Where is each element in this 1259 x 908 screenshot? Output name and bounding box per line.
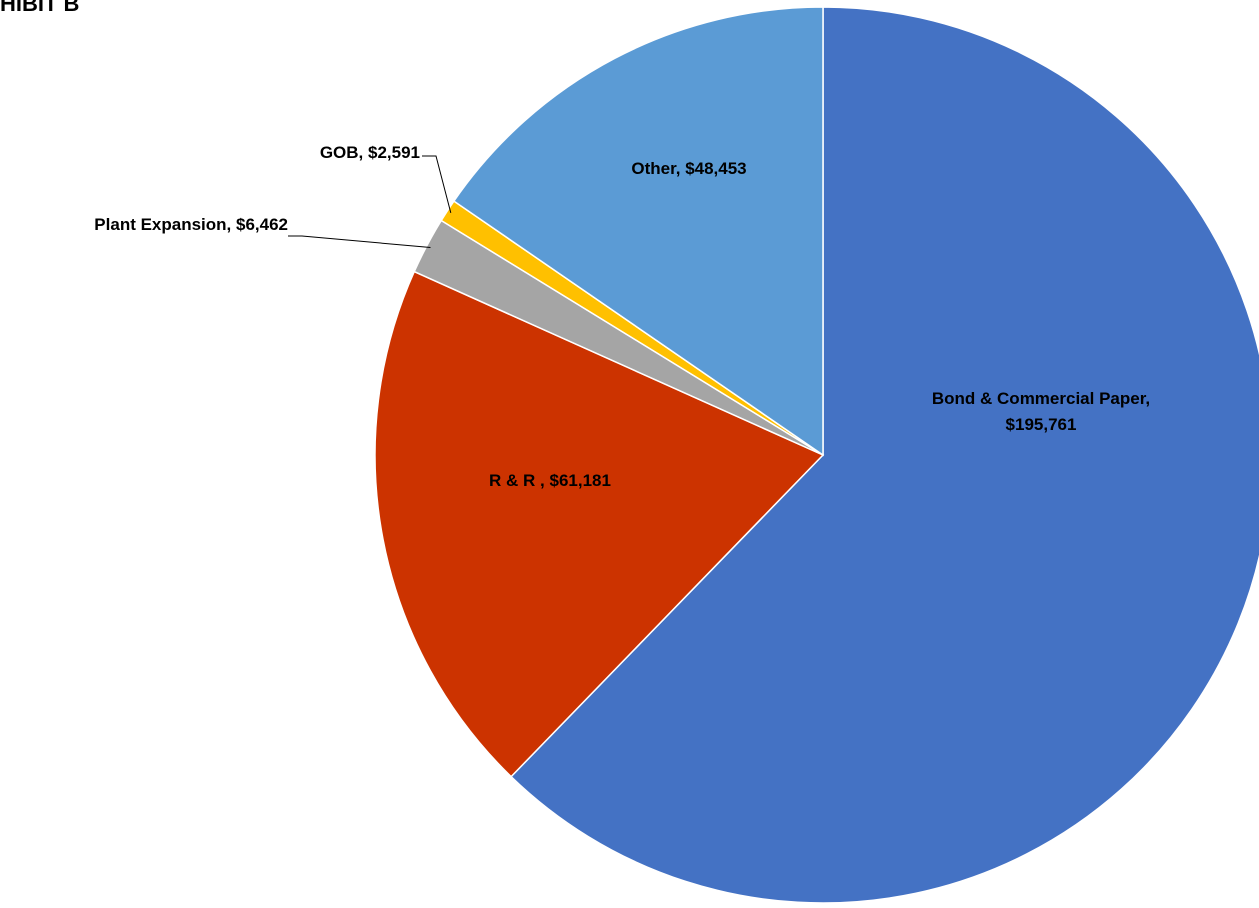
leader-line-plant-expansion (288, 235, 431, 248)
pie-slice-r-and-r (374, 270, 825, 778)
exhibit-heading: HIBIT B (0, 0, 80, 16)
pie-slice-bond-and-commercial-paper (510, 6, 1259, 904)
leader-line-gob (422, 155, 452, 214)
slice-label-bond-and-commercial-paper: Bond & Commercial Paper, $195,761 (932, 389, 1150, 434)
slice-label-line: R & R , $61,181 (489, 471, 611, 490)
slice-label-plant-expansion: Plant Expansion, $6,462 (94, 215, 288, 234)
pie-slice-other (452, 6, 824, 457)
slice-label-r-and-r: R & R , $61,181 (489, 471, 611, 490)
slice-label-line: Bond & Commercial Paper, (932, 389, 1150, 408)
slice-label-line: $195,761 (1006, 415, 1077, 434)
slice-label-line: Other, $48,453 (631, 159, 746, 178)
slice-label-gob: GOB, $2,591 (320, 143, 420, 162)
slice-label-other: Other, $48,453 (631, 159, 746, 178)
